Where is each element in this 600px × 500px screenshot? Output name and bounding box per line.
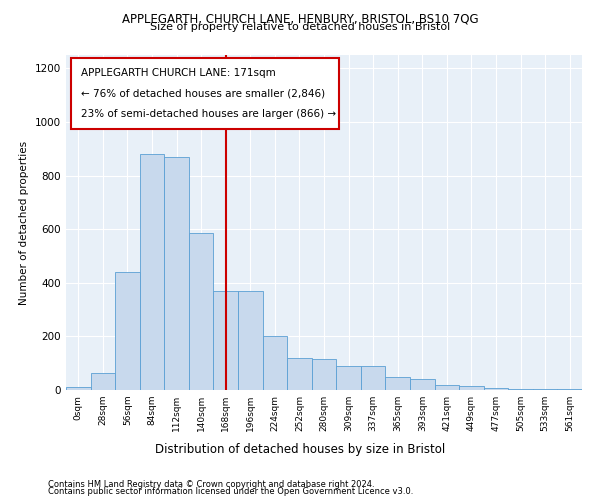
Bar — [434, 384, 459, 390]
Bar — [484, 388, 508, 390]
Bar — [91, 374, 115, 390]
Bar — [410, 380, 434, 390]
Text: 23% of semi-detached houses are larger (866) →: 23% of semi-detached houses are larger (… — [82, 108, 337, 118]
Bar — [263, 336, 287, 390]
Text: Contains HM Land Registry data © Crown copyright and database right 2024.: Contains HM Land Registry data © Crown c… — [48, 480, 374, 489]
Bar — [336, 366, 361, 390]
Bar — [214, 291, 238, 390]
Text: APPLEGARTH CHURCH LANE: 171sqm: APPLEGARTH CHURCH LANE: 171sqm — [82, 68, 276, 78]
Bar — [238, 291, 263, 390]
Bar — [508, 389, 533, 390]
Text: Distribution of detached houses by size in Bristol: Distribution of detached houses by size … — [155, 442, 445, 456]
Bar — [385, 378, 410, 390]
Text: ← 76% of detached houses are smaller (2,846): ← 76% of detached houses are smaller (2,… — [82, 88, 326, 99]
Text: Size of property relative to detached houses in Bristol: Size of property relative to detached ho… — [150, 22, 450, 32]
Bar — [459, 386, 484, 390]
Text: APPLEGARTH, CHURCH LANE, HENBURY, BRISTOL, BS10 7QG: APPLEGARTH, CHURCH LANE, HENBURY, BRISTO… — [122, 12, 478, 26]
Bar — [164, 157, 189, 390]
Bar — [361, 366, 385, 390]
Bar — [189, 233, 214, 390]
Y-axis label: Number of detached properties: Number of detached properties — [19, 140, 29, 304]
Bar — [115, 272, 140, 390]
Bar — [66, 388, 91, 390]
Bar — [312, 359, 336, 390]
Text: Contains public sector information licensed under the Open Government Licence v3: Contains public sector information licen… — [48, 488, 413, 496]
Bar — [140, 154, 164, 390]
Bar — [287, 358, 312, 390]
FancyBboxPatch shape — [71, 58, 340, 128]
